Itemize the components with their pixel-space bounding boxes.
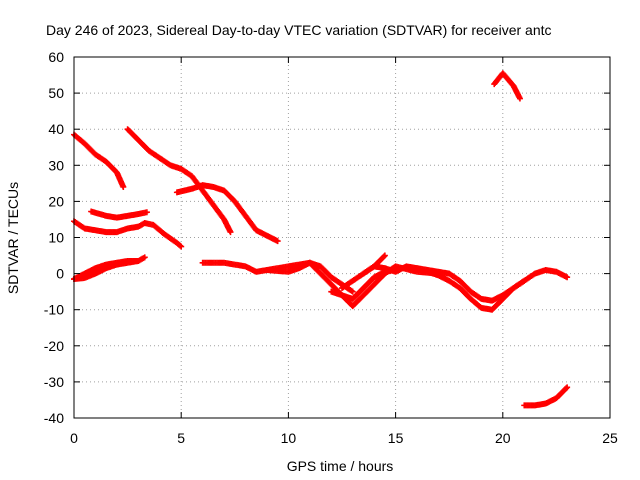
data-point xyxy=(521,277,528,284)
data-point xyxy=(135,257,142,264)
data-point xyxy=(141,254,148,261)
y-tick-label: 30 xyxy=(48,157,64,173)
y-tick-label: 10 xyxy=(48,230,64,246)
data-point xyxy=(120,183,127,190)
data-point xyxy=(564,384,571,391)
series-arc-5 xyxy=(71,257,142,283)
data-point xyxy=(516,95,523,102)
series-arc-13 xyxy=(424,268,528,313)
y-tick-label: -30 xyxy=(44,374,64,390)
x-tick-label: 10 xyxy=(281,430,297,446)
data-point xyxy=(564,274,571,281)
data-point xyxy=(227,229,234,236)
series-arc-15 xyxy=(521,384,571,409)
axis-ticks: 0 5 10 15 20 25 60 50 40 30 20 10 0 -10 -20 -30 -40 xyxy=(44,49,618,446)
series-arc-6 xyxy=(124,126,234,236)
data-point xyxy=(348,287,355,294)
series-arc-3 xyxy=(88,208,150,221)
y-tick-label: -10 xyxy=(44,302,64,318)
series-arc-2 xyxy=(71,218,185,250)
y-tick-label: -40 xyxy=(44,410,64,426)
series-arc-7 xyxy=(173,182,281,245)
data-point xyxy=(274,238,281,245)
series-arc-14 xyxy=(491,70,523,102)
y-tick-label: 0 xyxy=(56,266,64,282)
data-point xyxy=(143,209,150,216)
data-point xyxy=(380,253,387,260)
data-point xyxy=(349,288,356,295)
y-tick-label: 60 xyxy=(48,49,64,65)
y-tick-label: 50 xyxy=(48,85,64,101)
x-axis-label: GPS time / hours xyxy=(287,458,394,474)
chart-title: Day 246 of 2023, Sidereal Day-to-day VTE… xyxy=(46,22,552,38)
x-tick-label: 25 xyxy=(602,430,618,446)
y-tick-label: -20 xyxy=(44,338,64,354)
series-arc-12 xyxy=(360,263,571,304)
data-point xyxy=(178,243,185,250)
x-tick-label: 5 xyxy=(177,430,185,446)
series-arc-1 xyxy=(71,131,127,190)
y-axis-label: SDTVAR / TECUs xyxy=(5,182,21,294)
y-tick-label: 40 xyxy=(48,121,64,137)
x-tick-label: 0 xyxy=(70,430,78,446)
x-tick-label: 15 xyxy=(388,430,404,446)
grid-lines xyxy=(74,57,610,418)
x-tick-label: 20 xyxy=(495,430,511,446)
data-point xyxy=(381,252,388,259)
data-point xyxy=(563,385,570,392)
y-tick-label: 20 xyxy=(48,193,64,209)
data-point xyxy=(520,278,527,285)
data-marks xyxy=(71,70,571,409)
data-point xyxy=(177,242,184,249)
